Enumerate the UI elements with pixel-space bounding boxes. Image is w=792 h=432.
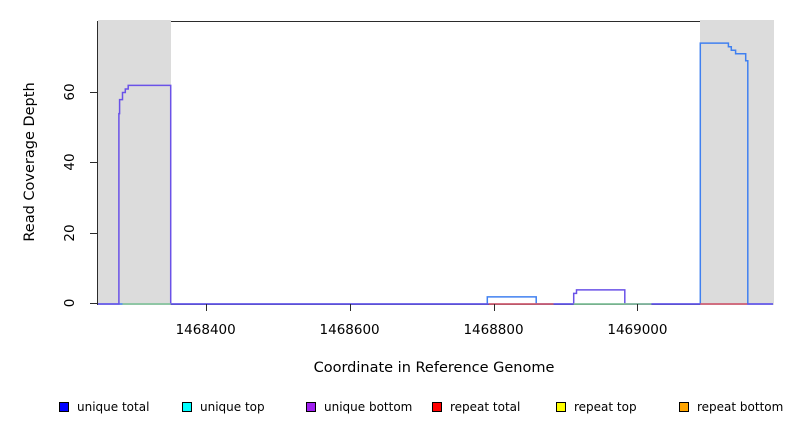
legend-swatch-icon xyxy=(432,402,442,412)
x-axis-tick-label: 1469000 xyxy=(607,322,668,338)
series-line-unique-total xyxy=(98,42,773,305)
legend-swatch-icon xyxy=(306,402,316,412)
plot-area xyxy=(97,20,774,305)
coverage-svg xyxy=(98,42,773,305)
x-axis-tick xyxy=(493,304,495,311)
legend-item-repeat-bottom: repeat bottom xyxy=(679,398,783,416)
x-axis-tick xyxy=(349,304,351,311)
legend-swatch-icon xyxy=(182,402,192,412)
x-axis-tick xyxy=(637,304,639,311)
x-axis-title: Coordinate in Reference Genome xyxy=(313,360,555,376)
y-axis-tick-label: 40 xyxy=(62,153,78,171)
x-axis-tick-label: 1468600 xyxy=(319,322,380,338)
legend-swatch-icon xyxy=(679,402,689,412)
legend-label: unique top xyxy=(200,400,265,414)
legend-item-unique-bottom: unique bottom xyxy=(306,398,412,416)
y-axis-tick xyxy=(90,303,97,304)
legend-swatch-icon xyxy=(556,402,566,412)
y-axis-tick xyxy=(90,91,97,93)
legend-item-repeat-total: repeat total xyxy=(432,398,520,416)
legend-swatch-icon xyxy=(59,402,69,412)
legend-label: repeat total xyxy=(450,400,521,414)
legend: unique total unique top unique bottom repea… xyxy=(0,398,792,418)
y-axis-title: Read Coverage Depth xyxy=(22,82,38,242)
legend-item-unique-total: unique total xyxy=(59,398,149,416)
series-line-unique-bottom xyxy=(98,84,773,305)
legend-label: unique bottom xyxy=(324,400,413,414)
legend-item-repeat-top: repeat top xyxy=(556,398,637,416)
repeat-region-right xyxy=(700,20,774,305)
legend-label: repeat bottom xyxy=(697,400,784,414)
y-axis-tick-label: 0 xyxy=(62,298,78,308)
x-axis-tick-label: 1468400 xyxy=(175,322,236,338)
repeat-region-left xyxy=(98,20,172,305)
y-axis-tick xyxy=(90,232,97,234)
y-axis-tick-label: 60 xyxy=(62,82,78,101)
legend-label: repeat top xyxy=(574,400,637,414)
y-axis-tick-label: 20 xyxy=(62,223,78,242)
x-axis-tick xyxy=(205,304,207,311)
legend-label: unique total xyxy=(77,400,150,414)
x-axis-tick-label: 1468800 xyxy=(463,322,524,338)
legend-item-unique-top: unique top xyxy=(182,398,265,416)
y-axis-tick xyxy=(90,162,97,163)
